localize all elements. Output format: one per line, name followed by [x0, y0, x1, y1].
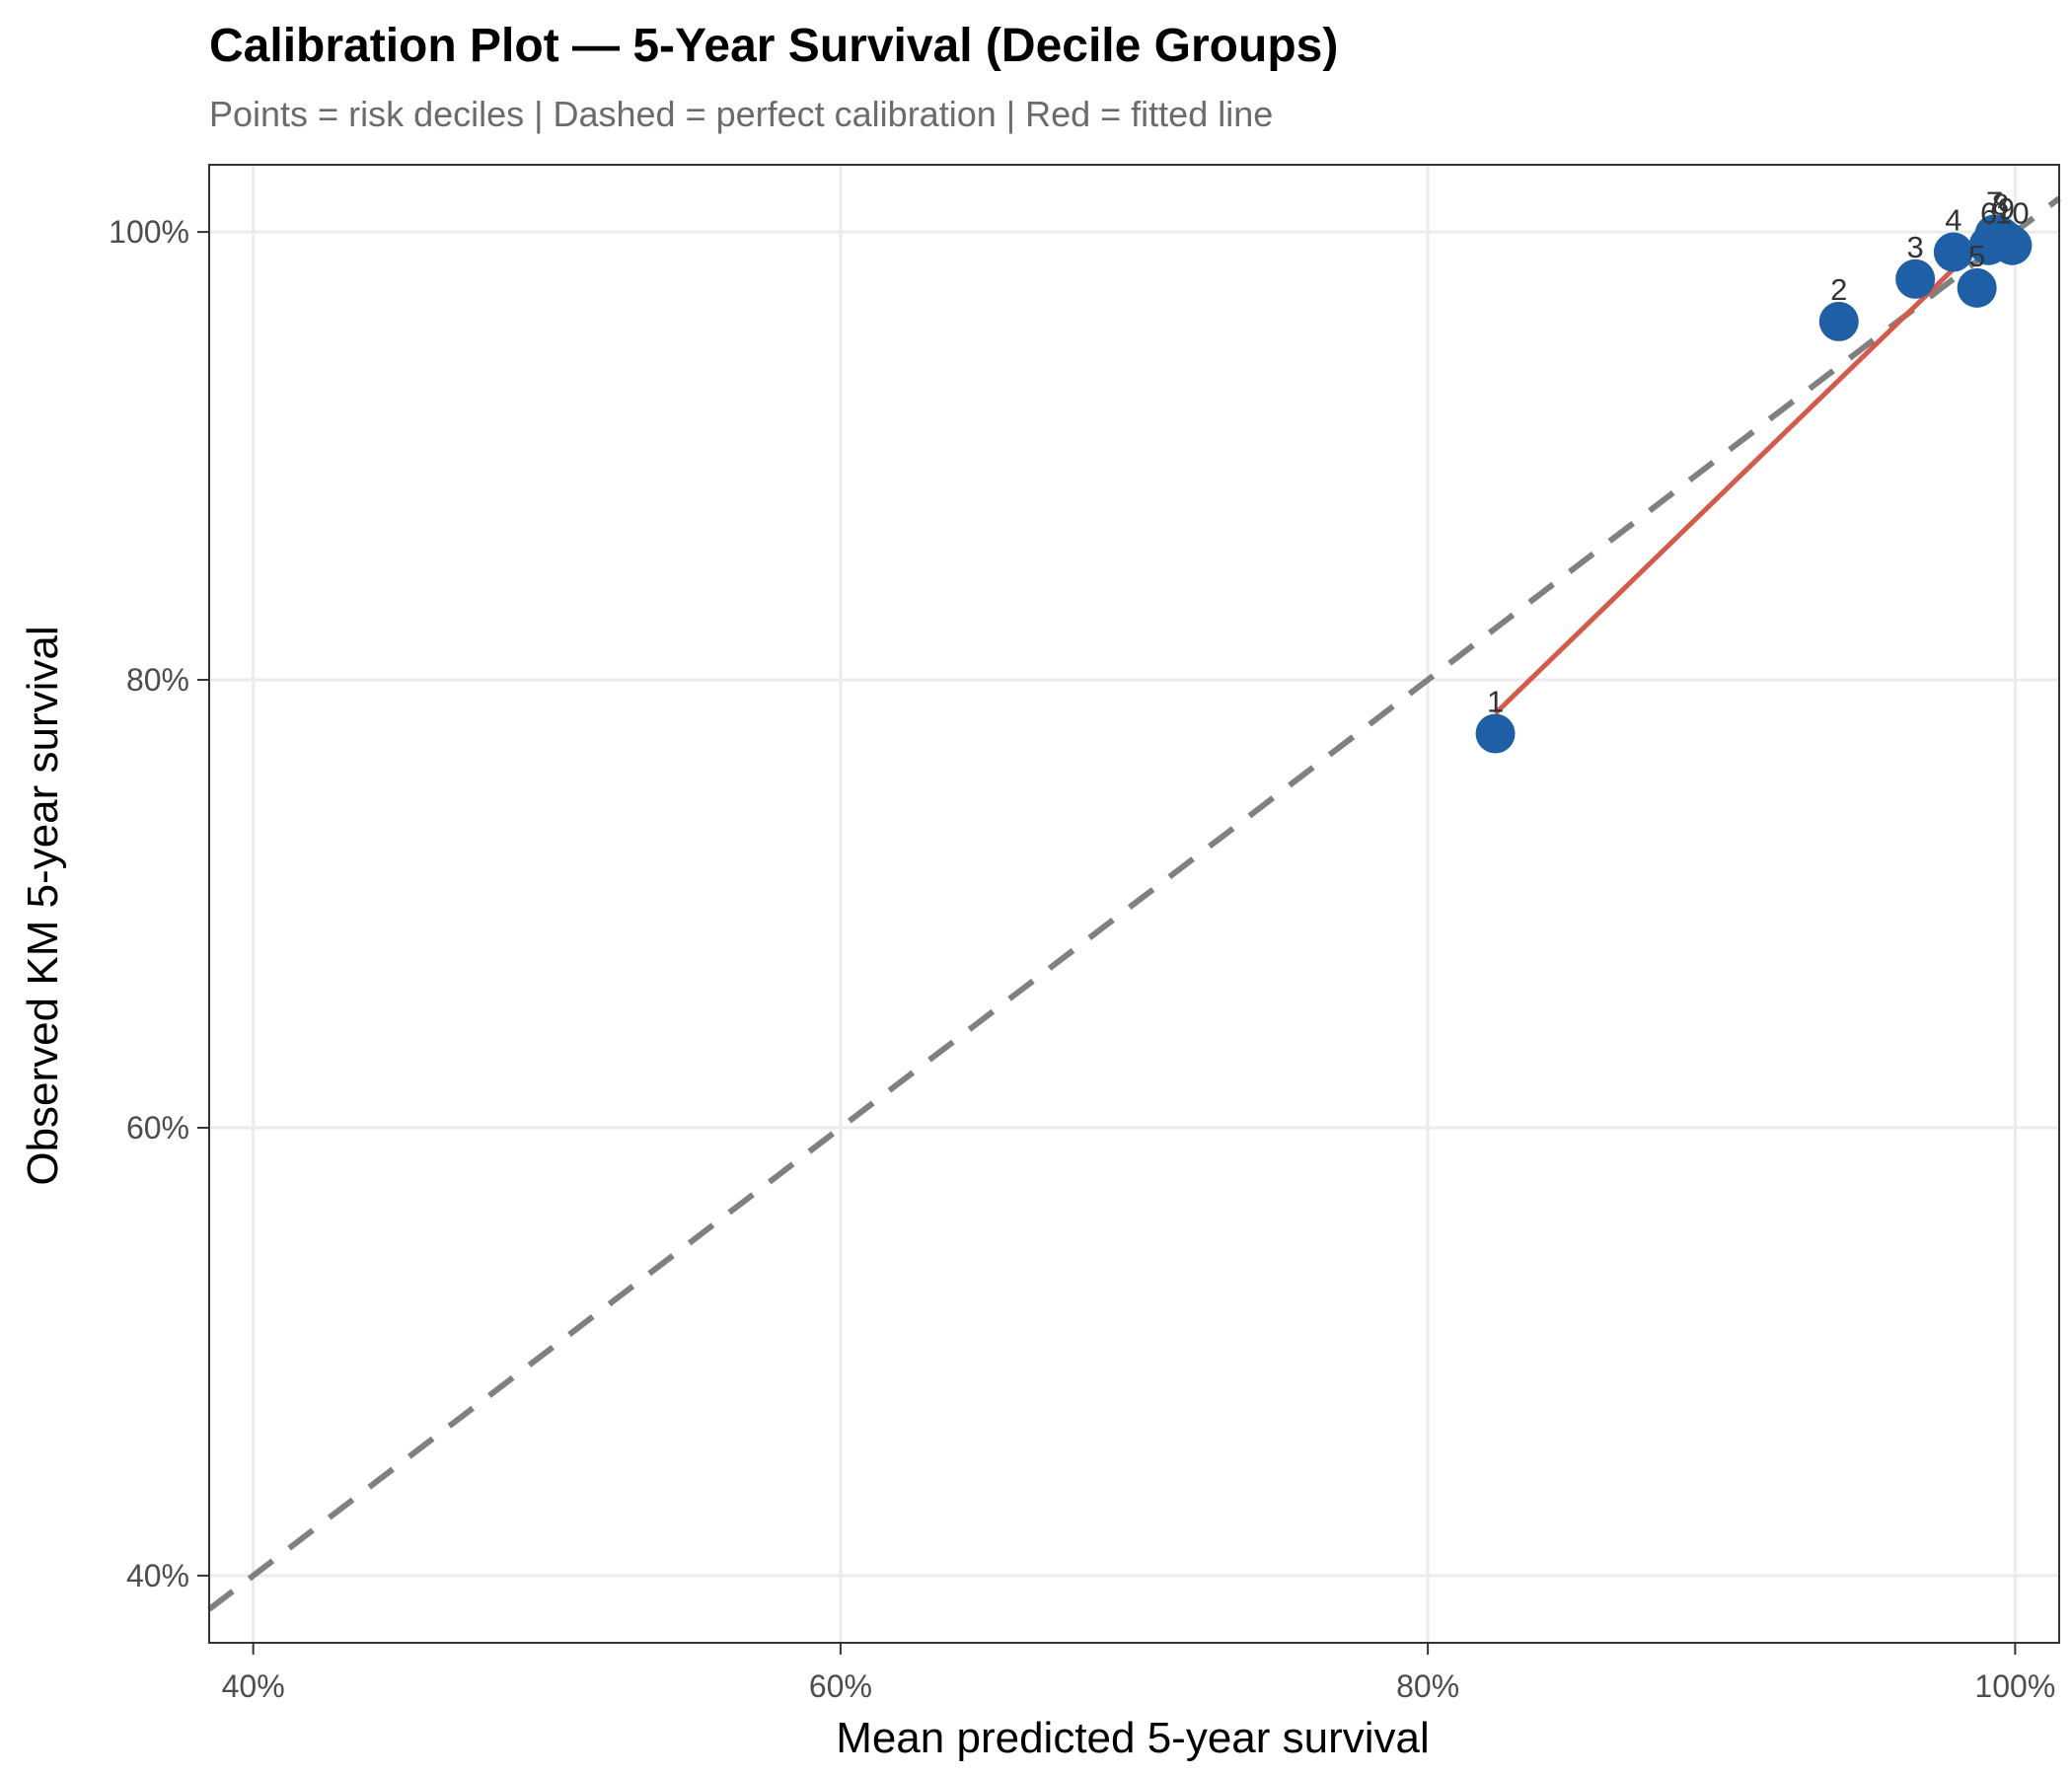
chart-subtitle: Points = risk deciles | Dashed = perfect… [209, 94, 1273, 134]
fitted-line-layer [1493, 230, 1994, 715]
x-tick-label: 80% [1396, 1668, 1459, 1704]
y-tick-label: 60% [126, 1110, 189, 1146]
grid-layer [209, 165, 2059, 1643]
x-tick-label: 100% [1974, 1668, 2055, 1704]
y-tick-label: 100% [109, 214, 189, 250]
decile-point [1895, 259, 1936, 299]
x-axis-title: Mean predicted 5-year survival [836, 1714, 1430, 1762]
decile-point-label: 2 [1830, 272, 1847, 307]
decile-point [1992, 225, 2033, 265]
y-tick-label: 80% [126, 662, 189, 698]
decile-point [1933, 232, 1973, 272]
decile-point [1957, 267, 1997, 308]
panel-border [208, 164, 2060, 1644]
decile-point-label: 3 [1907, 230, 1924, 264]
perfect-calibration-line [207, 195, 2061, 1612]
decile-point-label: 8 [1992, 187, 2009, 222]
x-tick-label: 40% [222, 1668, 285, 1704]
decile-point-label: 9 [1998, 191, 2015, 226]
y-tick-label: 40% [126, 1558, 189, 1593]
decile-point-label: 7 [1986, 185, 2003, 219]
decile-point-label: 6 [1980, 196, 1997, 231]
chart-title: Calibration Plot — 5-Year Survival (Deci… [209, 20, 1338, 72]
decile-point-label: 1 [1487, 685, 1504, 719]
reference-line-layer [207, 195, 2061, 1612]
y-axis-title: Observed KM 5-year survival [19, 626, 67, 1185]
points-layer [1475, 214, 2033, 754]
decile-point-label: 10 [1995, 196, 2029, 231]
axes-layer: 40% 60% 80% 100% 40% 60% 80% 100% [109, 214, 2055, 1704]
fitted-line [1493, 230, 1994, 715]
decile-point-label: 4 [1945, 203, 1961, 238]
decile-point-label: 5 [1968, 239, 1985, 273]
x-tick-label: 60% [809, 1668, 872, 1704]
decile-point [1475, 713, 1516, 754]
decile-point [1818, 301, 1859, 341]
